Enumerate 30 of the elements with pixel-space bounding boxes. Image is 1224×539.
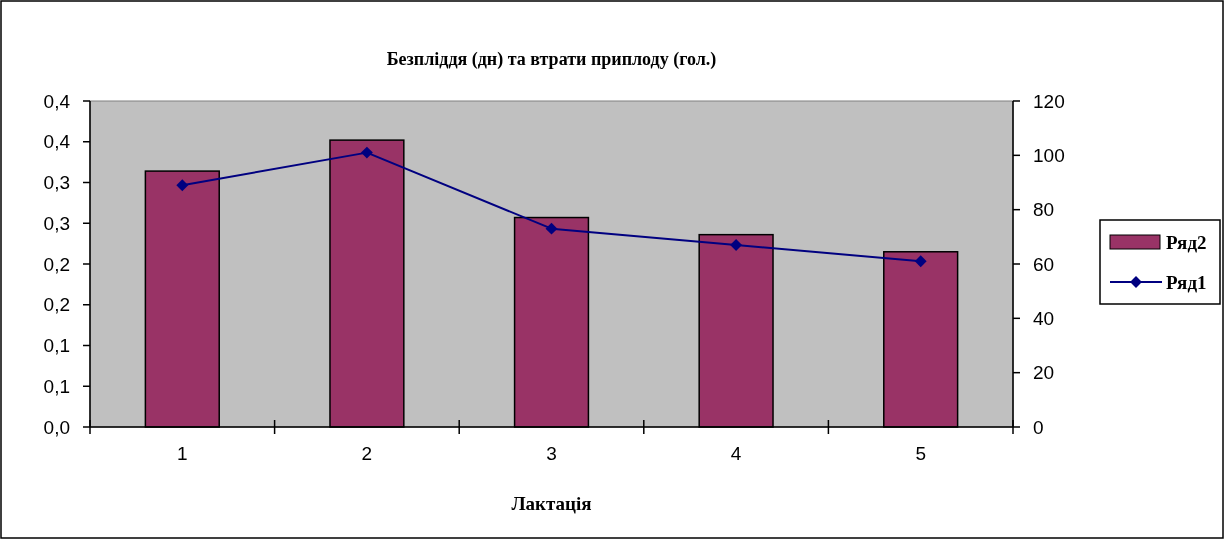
chart-title: Безпліддя (дн) та втрати приплоду (гол.) xyxy=(386,49,717,70)
x-axis-title: Лактація xyxy=(511,493,592,514)
y-tick-label: 0,3 xyxy=(43,172,70,194)
y2-tick-label: 120 xyxy=(1033,90,1065,112)
x-tick-label: 1 xyxy=(177,443,188,464)
point xyxy=(730,239,743,251)
point xyxy=(176,179,189,192)
x-tick-label: 2 xyxy=(361,443,373,464)
y-tick-label: 0,1 xyxy=(43,375,70,397)
y-tick-label: 0,3 xyxy=(43,212,70,234)
point xyxy=(360,146,373,159)
point xyxy=(545,222,558,235)
y2-tick-label: 100 xyxy=(1033,144,1065,166)
x-tick-label: 4 xyxy=(730,443,742,464)
y-tick-label: 0,2 xyxy=(43,253,70,275)
y2-tick-label: 60 xyxy=(1033,253,1055,275)
y2-tick-label: 20 xyxy=(1033,362,1055,384)
y2-tick-label: 0 xyxy=(1033,416,1044,438)
y-tick-label: 0,2 xyxy=(43,294,70,316)
y-tick-label: 0,1 xyxy=(43,335,70,357)
x-tick-label: 5 xyxy=(915,443,926,464)
point xyxy=(914,255,927,268)
y2-tick-label: 80 xyxy=(1033,199,1055,221)
y-tick-label: 0,4 xyxy=(43,131,71,153)
legend-label: Ряд2 xyxy=(1166,231,1207,253)
y2-tick-label: 40 xyxy=(1033,307,1055,329)
legend-label: Ряд1 xyxy=(1166,271,1207,293)
y-tick-label: 0,4 xyxy=(43,90,71,112)
y-tick-label: 0,0 xyxy=(43,416,70,438)
x-tick-label: 3 xyxy=(546,443,557,464)
